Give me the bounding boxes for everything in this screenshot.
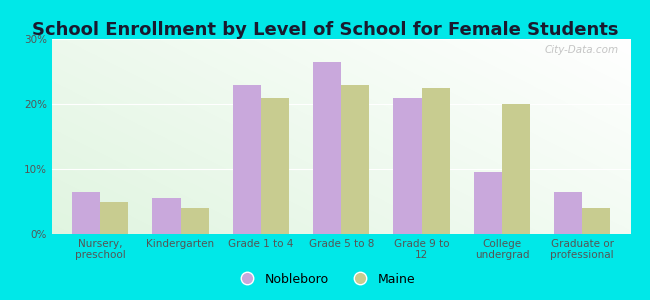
Bar: [153, 198, 181, 234]
Bar: [474, 172, 502, 234]
Bar: [313, 62, 341, 234]
Bar: [393, 98, 422, 234]
Bar: [422, 88, 450, 234]
Bar: [554, 192, 582, 234]
Legend: Nobleboro, Maine: Nobleboro, Maine: [229, 268, 421, 291]
Bar: [341, 85, 369, 234]
Bar: [233, 85, 261, 234]
Text: School Enrollment by Level of School for Female Students: School Enrollment by Level of School for…: [32, 21, 618, 39]
Bar: [502, 104, 530, 234]
Bar: [261, 98, 289, 234]
Bar: [72, 192, 100, 234]
Bar: [181, 208, 209, 234]
Bar: [100, 202, 128, 234]
Text: City-Data.com: City-Data.com: [545, 45, 619, 55]
Bar: [582, 208, 610, 234]
